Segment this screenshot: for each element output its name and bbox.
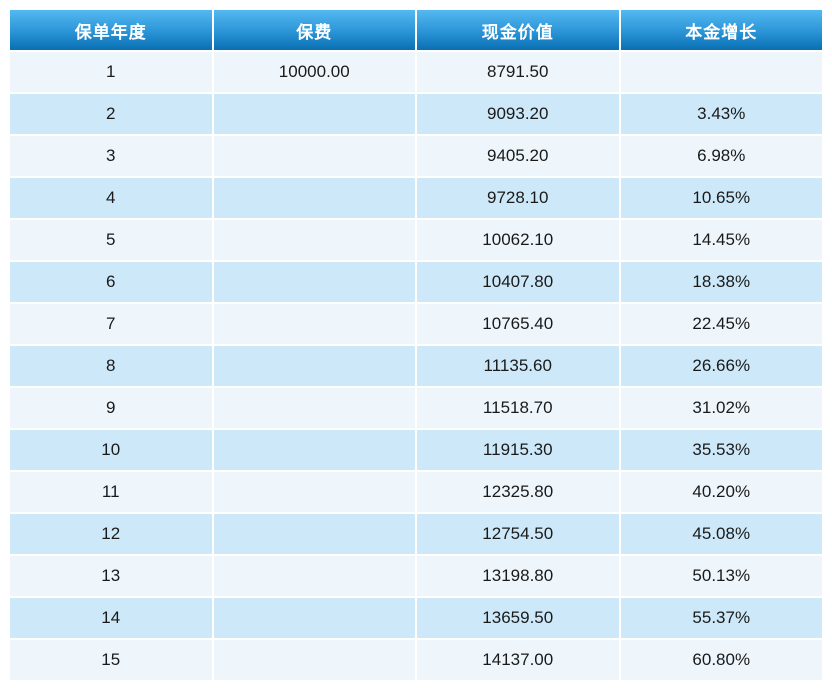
cell-premium [213,388,415,428]
cell-principal-growth: 31.02% [620,388,822,428]
cell-principal-growth: 14.45% [620,220,822,260]
table-row: 3 9405.20 6.98% [10,136,822,176]
cell-policy-year: 13 [10,556,212,596]
table-row: 4 9728.10 10.65% [10,178,822,218]
cell-principal-growth: 50.13% [620,556,822,596]
cell-cash-value: 10407.80 [417,262,619,302]
cell-cash-value: 8791.50 [417,52,619,92]
cell-principal-growth: 35.53% [620,430,822,470]
table-row: 13 13198.80 50.13% [10,556,822,596]
table-body: 1 10000.00 8791.50 2 9093.20 3.43% 3 9405.20 6.9… [10,52,822,680]
table-row: 15 14137.00 60.80% [10,640,822,680]
cell-premium [213,220,415,260]
table-row: 10 11915.30 35.53% [10,430,822,470]
cell-policy-year: 12 [10,514,212,554]
cell-principal-growth: 18.38% [620,262,822,302]
cell-policy-year: 14 [10,598,212,638]
cell-cash-value: 9405.20 [417,136,619,176]
cell-cash-value: 9728.10 [417,178,619,218]
cell-policy-year: 5 [10,220,212,260]
cell-premium [213,556,415,596]
cell-principal-growth [620,52,822,92]
cell-premium [213,304,415,344]
table-header: 保单年度 保费 现金价值 本金增长 [10,10,822,50]
cell-cash-value: 12754.50 [417,514,619,554]
cell-cash-value: 13659.50 [417,598,619,638]
cell-premium [213,346,415,386]
cell-cash-value: 11915.30 [417,430,619,470]
header-principal-growth: 本金增长 [620,10,822,50]
cell-principal-growth: 55.37% [620,598,822,638]
table-row: 6 10407.80 18.38% [10,262,822,302]
cell-policy-year: 9 [10,388,212,428]
cell-premium [213,430,415,470]
cell-policy-year: 2 [10,94,212,134]
cell-principal-growth: 26.66% [620,346,822,386]
table-row: 7 10765.40 22.45% [10,304,822,344]
table-row: 9 11518.70 31.02% [10,388,822,428]
cell-policy-year: 11 [10,472,212,512]
table-row: 2 9093.20 3.43% [10,94,822,134]
cell-policy-year: 3 [10,136,212,176]
table-row: 8 11135.60 26.66% [10,346,822,386]
cell-premium [213,136,415,176]
header-policy-year: 保单年度 [10,10,212,50]
cell-principal-growth: 6.98% [620,136,822,176]
cell-premium [213,640,415,680]
cell-policy-year: 1 [10,52,212,92]
cell-cash-value: 12325.80 [417,472,619,512]
table-row: 1 10000.00 8791.50 [10,52,822,92]
cell-principal-growth: 45.08% [620,514,822,554]
cell-premium [213,94,415,134]
cell-principal-growth: 22.45% [620,304,822,344]
cell-cash-value: 11135.60 [417,346,619,386]
table-row: 5 10062.10 14.45% [10,220,822,260]
cell-principal-growth: 3.43% [620,94,822,134]
header-cash-value: 现金价值 [417,10,619,50]
header-row: 保单年度 保费 现金价值 本金增长 [10,10,822,50]
cell-policy-year: 8 [10,346,212,386]
header-premium: 保费 [213,10,415,50]
cell-policy-year: 4 [10,178,212,218]
cell-cash-value: 9093.20 [417,94,619,134]
cell-policy-year: 6 [10,262,212,302]
cell-policy-year: 10 [10,430,212,470]
cell-principal-growth: 40.20% [620,472,822,512]
cell-cash-value: 11518.70 [417,388,619,428]
cell-policy-year: 15 [10,640,212,680]
cell-principal-growth: 10.65% [620,178,822,218]
cell-policy-year: 7 [10,304,212,344]
cell-premium [213,472,415,512]
table-row: 14 13659.50 55.37% [10,598,822,638]
policy-value-table: 保单年度 保费 现金价值 本金增长 1 10000.00 8791.50 2 9093.… [8,8,824,682]
cell-premium [213,598,415,638]
cell-cash-value: 14137.00 [417,640,619,680]
cell-premium [213,262,415,302]
cell-cash-value: 10062.10 [417,220,619,260]
table-row: 12 12754.50 45.08% [10,514,822,554]
cell-premium [213,178,415,218]
cell-principal-growth: 60.80% [620,640,822,680]
policy-value-table-container: 保单年度 保费 现金价值 本金增长 1 10000.00 8791.50 2 9093.… [8,8,824,682]
cell-premium [213,514,415,554]
cell-premium: 10000.00 [213,52,415,92]
table-row: 11 12325.80 40.20% [10,472,822,512]
cell-cash-value: 10765.40 [417,304,619,344]
cell-cash-value: 13198.80 [417,556,619,596]
